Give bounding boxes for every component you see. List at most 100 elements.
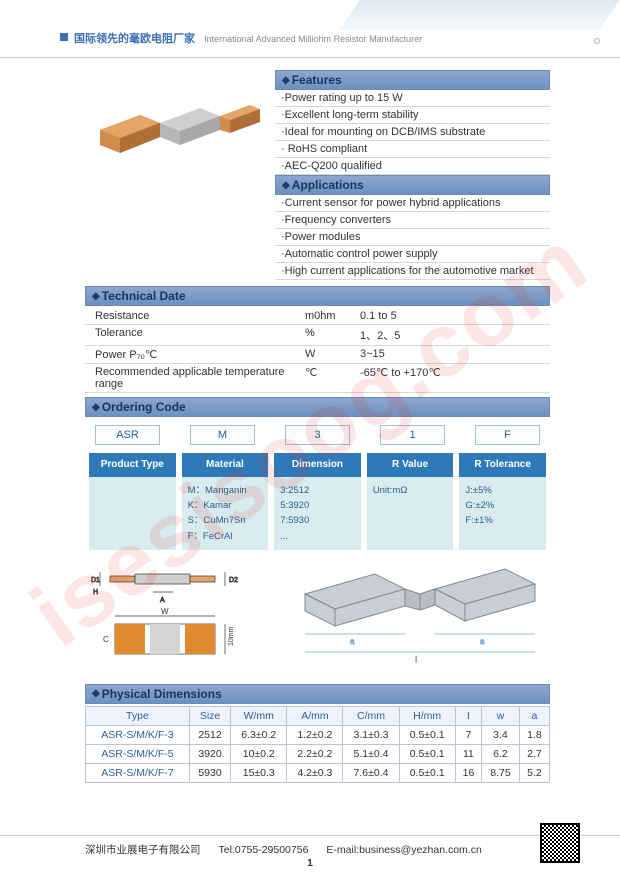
page-footer: 深圳市业展电子有限公司 Tel:0755-29500756 E-mail:bus… (0, 835, 620, 857)
application-item: ·Current sensor for power hybrid applica… (275, 195, 550, 212)
ordering-box: ASR (95, 425, 160, 445)
phys-cell: 3920 (189, 744, 230, 763)
phys-th: W/mm (231, 706, 287, 725)
ordering-col (89, 477, 176, 550)
tech-table: Resistancem0hm0.1 to 5 Tolerance%1、2、5 P… (85, 308, 550, 393)
header-en: International Advanced Milliohm Resistor… (204, 34, 422, 44)
application-item: ·Power modules (275, 229, 550, 246)
ordering-col-header: Material (182, 453, 269, 477)
svg-text:10mm: 10mm (228, 626, 235, 646)
phys-cell: 4.2±0.3 (287, 763, 343, 782)
phys-th: w (482, 706, 520, 725)
phys-row: ASR-S/M/K/F-7593015±0.34.2±0.37.6±0.40.5… (86, 763, 550, 782)
phys-th: Size (189, 706, 230, 725)
application-item: ·Frequency converters (275, 212, 550, 229)
qr-code (540, 823, 580, 863)
ordering-col: M：Manganin K：Kamar S：CuMn7Sn F：FeCrAl (182, 477, 269, 550)
page-header: 国际领先的毫欧电阻厂家 International Advanced Milli… (0, 0, 620, 58)
phys-th: a (519, 706, 549, 725)
ordering-col-header: R Value (367, 453, 454, 477)
phys-cell: 3.1±0.3 (343, 725, 399, 744)
phys-cell: 2512 (189, 725, 230, 744)
phys-row: ASR-S/M/K/F-5392010±0.22.2±0.25.1±0.40.5… (86, 744, 550, 763)
tech-row: Resistancem0hm0.1 to 5 (85, 308, 550, 325)
svg-text:D2: D2 (229, 577, 238, 584)
phys-cell: ASR-S/M/K/F-7 (86, 763, 190, 782)
ordering-header: Ordering Code (85, 397, 550, 417)
dimension-diagrams: D1 D2 H A W 10mm C (85, 564, 550, 674)
page-body: Features ·Power rating up to 15 W ·Excel… (0, 58, 620, 783)
feature-item: ·Power rating up to 15 W (275, 90, 550, 107)
phys-cell: 2.2±0.2 (287, 744, 343, 763)
phys-header: Physical Dimensions (85, 684, 550, 704)
footer-company: 深圳市业展电子有限公司 (85, 842, 201, 857)
ordering-col-header: Product Type (89, 453, 176, 477)
ordering-box: M (190, 425, 255, 445)
applications-header: Applications (275, 175, 550, 195)
header-cn: 国际领先的毫欧电阻厂家 (74, 33, 195, 45)
header-stripe (339, 0, 620, 30)
features-list: ·Power rating up to 15 W ·Excellent long… (275, 90, 550, 175)
feature-item: ·Ideal for mounting on DCB/IMS substrate (275, 124, 550, 141)
phys-cell: 5.2 (519, 763, 549, 782)
ordering-col: Unit:mΩ (367, 477, 454, 550)
phys-cell: 10±0.2 (231, 744, 287, 763)
component-render (85, 70, 265, 180)
svg-text:W: W (161, 607, 169, 616)
features-header: Features (275, 70, 550, 90)
svg-text:D1: D1 (91, 577, 100, 584)
feature-item: ·Excellent long-term stability (275, 107, 550, 124)
svg-text:a: a (350, 637, 355, 646)
header-marker (60, 33, 68, 41)
phys-th: C/mm (343, 706, 399, 725)
svg-text:C: C (103, 635, 109, 644)
phys-th: H/mm (399, 706, 455, 725)
phys-cell: 6.2 (482, 744, 520, 763)
phys-th: Type (86, 706, 190, 725)
phys-cell: 8.75 (482, 763, 520, 782)
svg-text:a: a (480, 637, 485, 646)
phys-th: A/mm (287, 706, 343, 725)
phys-cell: 0.5±0.1 (399, 763, 455, 782)
ordering-col-header: Dimension (274, 453, 361, 477)
phys-cell: 1.8 (519, 725, 549, 744)
phys-cell: 1.2±0.2 (287, 725, 343, 744)
applications-list: ·Current sensor for power hybrid applica… (275, 195, 550, 280)
phys-row: ASR-S/M/K/F-325126.3±0.21.2±0.23.1±0.30.… (86, 725, 550, 744)
application-item: ·Automatic control power supply (275, 246, 550, 263)
ordering-block: ASR M 3 1 F Product Type Material Dimens… (85, 421, 550, 550)
svg-text:I: I (415, 655, 417, 664)
phys-cell: 5.1±0.4 (343, 744, 399, 763)
ordering-box: 1 (380, 425, 445, 445)
phys-cell: 15±0.3 (231, 763, 287, 782)
page-number: 1 (307, 857, 313, 869)
phys-cell: ASR-S/M/K/F-3 (86, 725, 190, 744)
phys-cell: 3.4 (482, 725, 520, 744)
phys-cell: 0.5±0.1 (399, 744, 455, 763)
footer-tel: Tel:0755-29500756 (219, 844, 309, 856)
feature-item: · RoHS compliant (275, 141, 550, 158)
footer-email: E-mail:business@yezhan.com.cn (326, 844, 481, 856)
ordering-col: 3:2512 5:3920 7:5930 ... (274, 477, 361, 550)
tech-row: Power P₇₀℃W3~15 (85, 346, 550, 364)
svg-text:A: A (160, 597, 165, 604)
ordering-box: F (475, 425, 540, 445)
phys-cell: 5930 (189, 763, 230, 782)
phys-cell: 16 (455, 763, 481, 782)
phys-cell: 11 (455, 744, 481, 763)
svg-text:H: H (93, 589, 98, 596)
phys-table: Type Size W/mm A/mm C/mm H/mm I w a ASR-… (85, 706, 550, 783)
application-item: ·High current applications for the autom… (275, 263, 550, 280)
phys-cell: 0.5±0.1 (399, 725, 455, 744)
ordering-col: J:±5% G:±2% F:±1% (459, 477, 546, 550)
phys-cell: 7.6±0.4 (343, 763, 399, 782)
phys-cell: 6.3±0.2 (231, 725, 287, 744)
phys-th: I (455, 706, 481, 725)
tech-row: Tolerance%1、2、5 (85, 325, 550, 346)
tech-row: Recommended applicable temperature range… (85, 364, 550, 393)
tech-header: Technical Date (85, 286, 550, 306)
header-dot (594, 38, 600, 44)
phys-cell: 2.7 (519, 744, 549, 763)
ordering-box: 3 (285, 425, 350, 445)
phys-cell: 7 (455, 725, 481, 744)
